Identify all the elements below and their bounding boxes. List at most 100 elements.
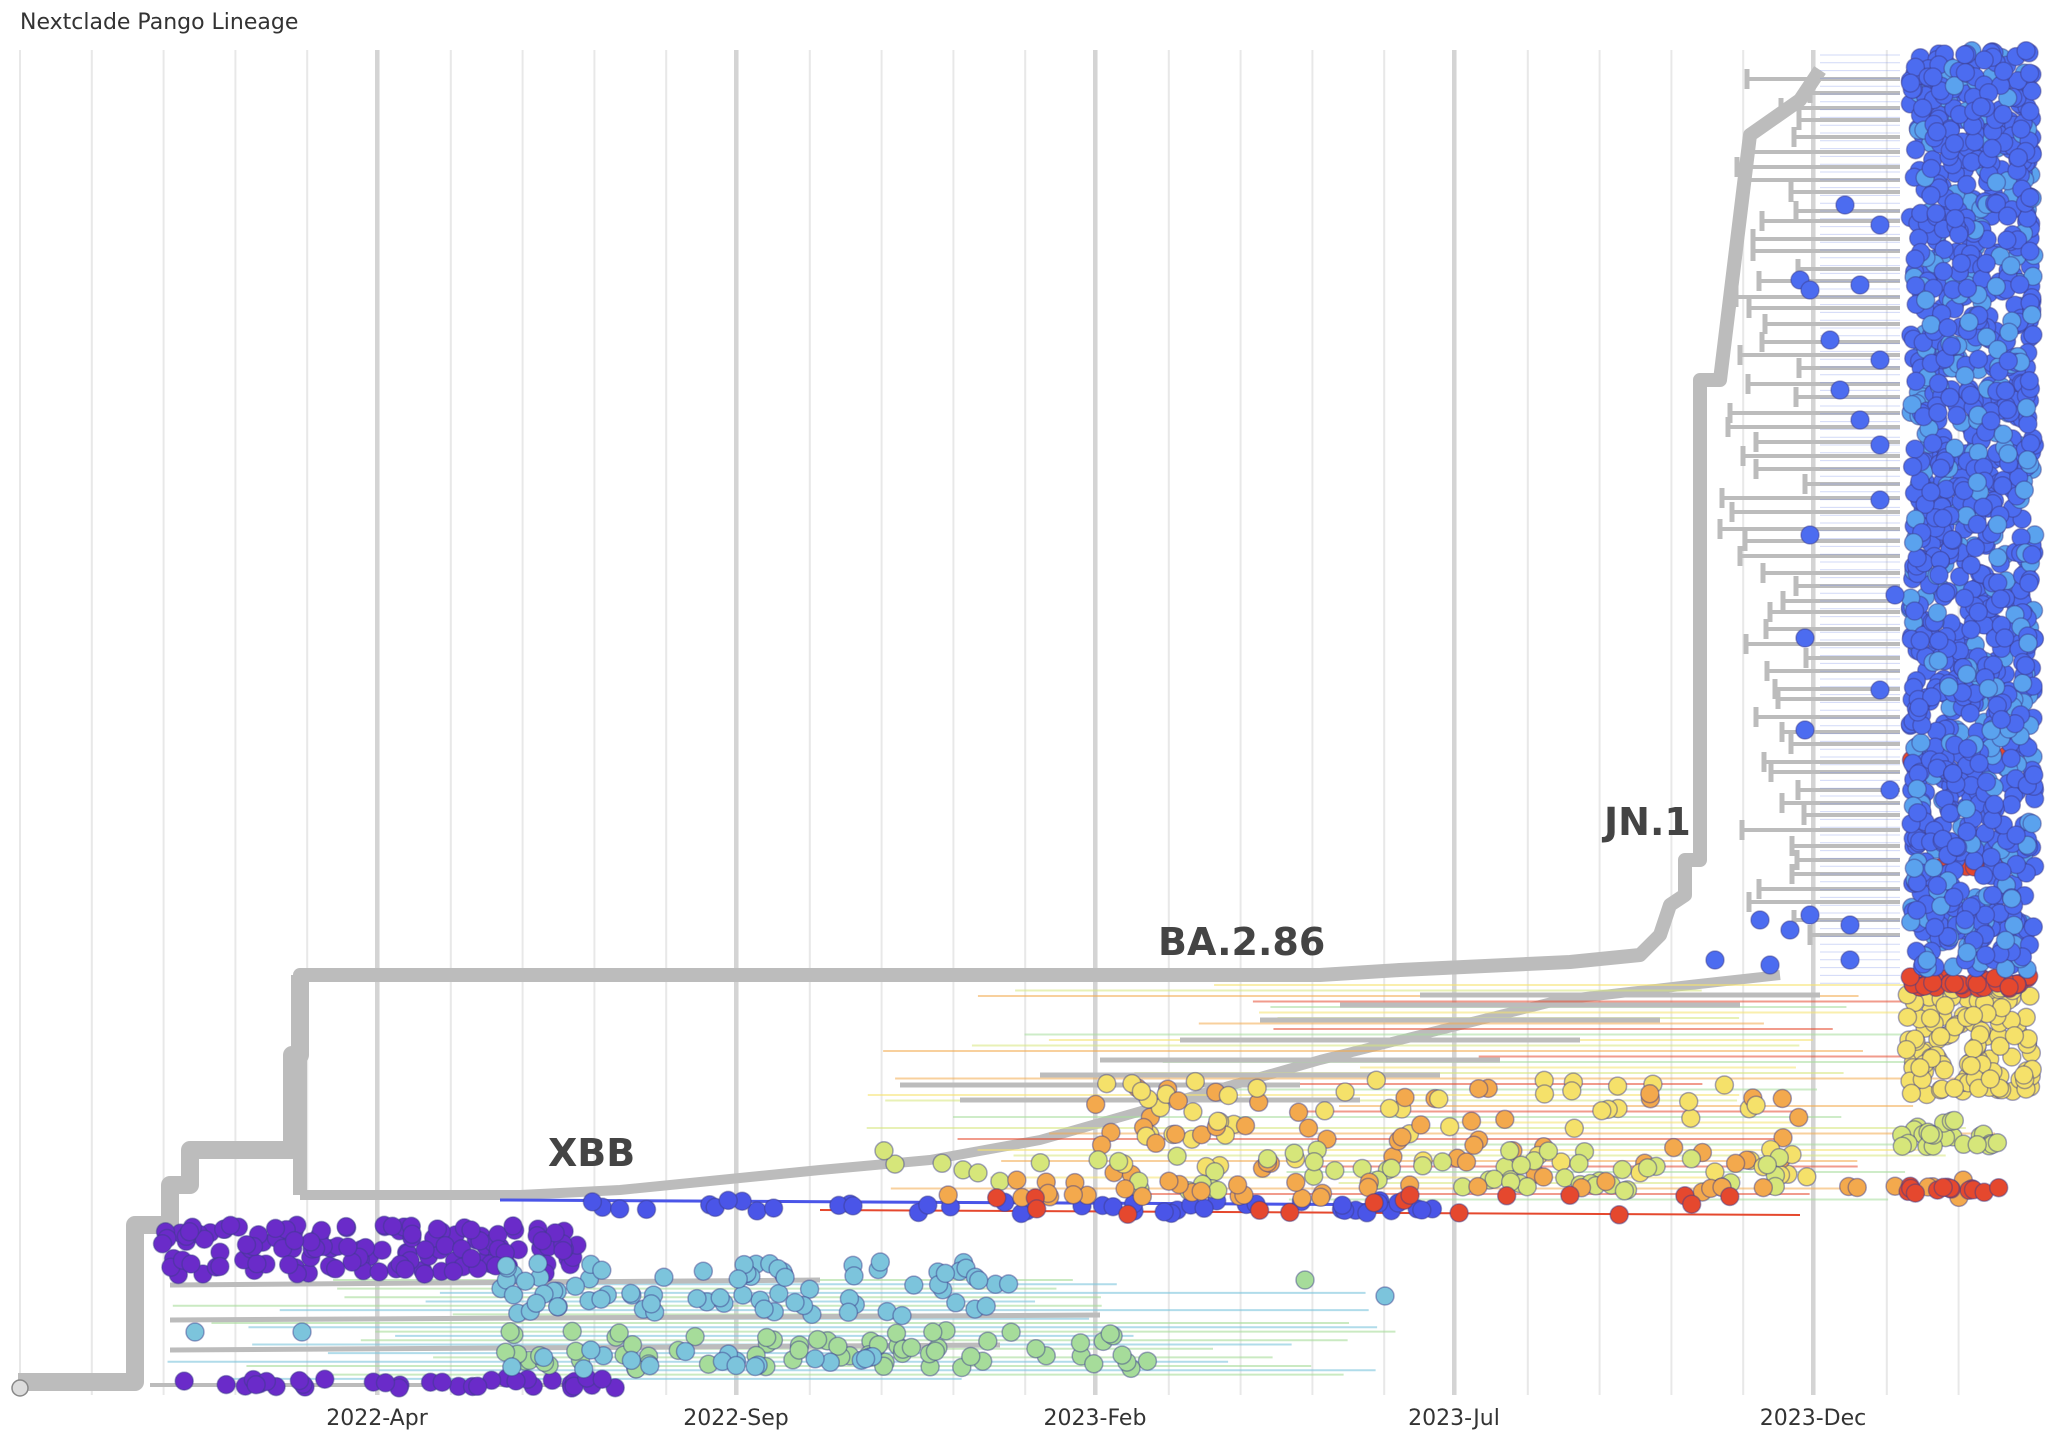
tip-node [1944, 887, 1964, 908]
tip-node [553, 1240, 573, 1261]
tip-node [1456, 1152, 1477, 1172]
tip-node [1412, 1156, 1433, 1176]
tip-node [375, 1373, 396, 1393]
tip-node [1921, 314, 1941, 335]
tip-node [1218, 1085, 1239, 1106]
tip-node [1235, 1115, 1256, 1136]
clade-labels: XBB BA.2.86 JN.1 [548, 800, 1691, 1175]
tip-node [805, 1349, 825, 1369]
tip-node [2017, 450, 2038, 470]
tip-node [1925, 917, 1945, 938]
tip-node [2012, 673, 2033, 694]
tip-node [1511, 1155, 1531, 1176]
tip-node [1969, 753, 1989, 774]
tip-node [515, 1271, 536, 1291]
tip-node [1533, 1167, 1554, 1187]
tip-node [640, 1355, 660, 1376]
tip-node [1976, 772, 1997, 792]
tip-node [2020, 101, 2040, 122]
tip-node [1773, 1128, 1793, 1148]
tip-node [843, 1196, 863, 1216]
tip-node [1943, 763, 1963, 784]
tip-node [870, 1252, 891, 1272]
tip-node [1332, 1195, 1353, 1215]
tip-node [500, 1322, 520, 1342]
tip-node [461, 1248, 482, 1269]
tip-node [1995, 381, 2016, 401]
tip-node [1335, 1082, 1355, 1102]
tip-node [496, 1255, 517, 1276]
tip-node [1084, 1354, 1104, 1374]
tip-node [1085, 1094, 1106, 1115]
tip-node [1965, 538, 1986, 558]
tip-node [382, 1216, 403, 1237]
tip-node [2023, 917, 2044, 937]
tip-node [1249, 1200, 1270, 1221]
tip-node [435, 1235, 455, 1256]
tip-node [1168, 1091, 1189, 1111]
tip-node [1921, 687, 1942, 707]
tip-node [1167, 1146, 1187, 1166]
tip-node [1992, 861, 2012, 882]
tip-node [1933, 508, 1953, 529]
tip-node [1997, 399, 2018, 420]
tip-node [1990, 589, 2011, 609]
tip-node [1614, 1181, 1635, 1201]
tip-node [1955, 365, 1975, 386]
panel-title: Nextclade Pango Lineage [20, 10, 299, 35]
tip-node [609, 1199, 630, 1219]
tip-node [236, 1234, 257, 1255]
tip-node [1920, 1124, 1940, 1145]
tip-node [1757, 1155, 1778, 1175]
tip-node [1314, 1101, 1335, 1121]
tip-node [1131, 1081, 1152, 1101]
tip-node [1880, 780, 1900, 800]
tip-node [1725, 1153, 1746, 1174]
tip-node [1381, 1158, 1402, 1179]
tip-node [2001, 795, 2022, 815]
tip-node [2023, 325, 2043, 345]
tip-node [2020, 241, 2040, 262]
tip-node [756, 1327, 777, 1348]
tip-node [1913, 332, 1933, 353]
tip-node [1902, 394, 1922, 415]
tip-node [1183, 1102, 1203, 1122]
tip-node [1921, 482, 1941, 502]
tip-node [1990, 1036, 2010, 1057]
tip-node [467, 1376, 488, 1397]
tip-node [918, 1195, 938, 1215]
tip-node [336, 1216, 356, 1237]
tip-node [1944, 192, 1964, 213]
tip-node [1560, 1185, 1580, 1206]
tip-node [1911, 733, 1931, 753]
tip-node [1439, 1116, 1460, 1137]
tip-node [311, 1220, 332, 1241]
tip-node [1938, 318, 1958, 338]
tip-node [1900, 73, 1921, 93]
tip-node [432, 1372, 452, 1392]
tip-node [1830, 380, 1850, 400]
tip-node [2004, 915, 2024, 936]
tip-node [1026, 1338, 1046, 1359]
tip-node [292, 1322, 312, 1342]
tip-node [1940, 803, 1960, 823]
tip-node [1904, 601, 1925, 621]
tip-node [1280, 1202, 1300, 1223]
tip-node [315, 1369, 335, 1389]
tip-node [1750, 910, 1770, 930]
tip-node [1930, 1026, 1951, 1047]
tip-node [1920, 1008, 1941, 1028]
tip-node [1933, 1177, 1953, 1198]
tip-node [284, 1230, 305, 1251]
tip-node [1185, 1071, 1206, 1092]
tip-node [1967, 1134, 1987, 1155]
tip-node [1993, 61, 2014, 81]
tip-node [1753, 1177, 1774, 1198]
tip-node [181, 1254, 201, 1274]
tip-node [1986, 193, 2007, 214]
tip-node [1484, 1169, 1504, 1189]
tip-node [2023, 266, 2043, 287]
tip-node [1800, 525, 1820, 545]
tip-node [1957, 942, 1977, 963]
